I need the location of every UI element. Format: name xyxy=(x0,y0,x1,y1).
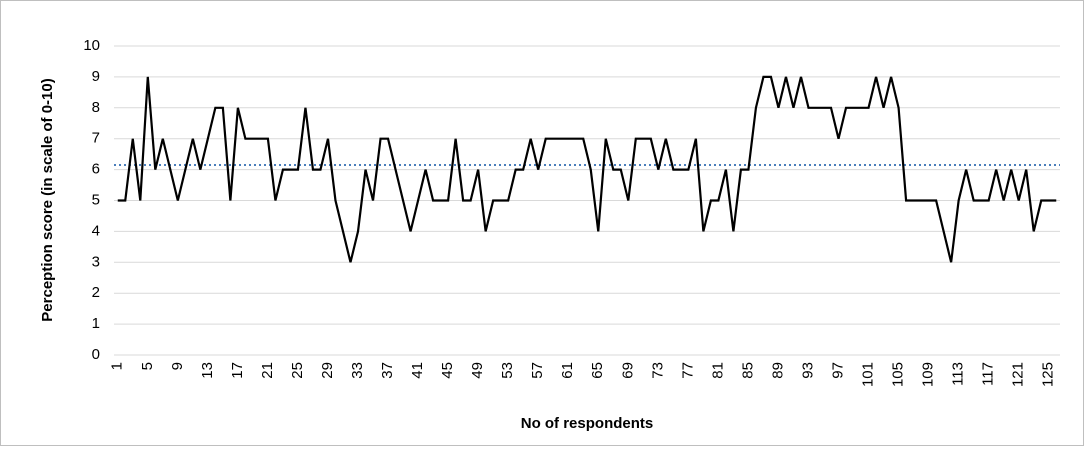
x-tick-label: 29 xyxy=(319,362,336,379)
x-tick-label: 121 xyxy=(1010,362,1027,387)
x-tick-label: 65 xyxy=(589,362,606,379)
y-tick-label: 1 xyxy=(92,315,100,332)
x-tick-label: 69 xyxy=(619,362,636,379)
y-tick-label: 8 xyxy=(92,99,100,116)
x-tick-label: 77 xyxy=(679,362,696,379)
y-tick-label: 7 xyxy=(92,130,100,147)
y-tick-label: 3 xyxy=(92,253,100,270)
x-tick-label: 53 xyxy=(499,362,516,379)
y-tick-label: 6 xyxy=(92,161,100,178)
y-tick-label: 10 xyxy=(83,37,100,54)
x-tick-label: 73 xyxy=(649,362,666,379)
data-line xyxy=(117,75,1057,263)
x-tick-label: 1 xyxy=(109,362,126,370)
x-tick-label: 9 xyxy=(169,362,186,370)
y-tick-label: 4 xyxy=(92,222,100,239)
x-tick-label: 37 xyxy=(379,362,396,379)
x-tick-label: 105 xyxy=(890,362,907,387)
x-axis-title: No of respondents xyxy=(521,415,654,432)
x-tick-label: 57 xyxy=(529,362,546,379)
x-tick-label: 33 xyxy=(349,362,366,379)
x-tick-label: 21 xyxy=(259,362,276,379)
y-tick-label: 9 xyxy=(92,68,100,85)
x-tick-label: 41 xyxy=(409,362,426,379)
y-axis-title: Perception score (in scale of 0-10) xyxy=(39,78,56,321)
x-tick-label: 101 xyxy=(860,362,877,387)
x-tick-label: 25 xyxy=(289,362,306,379)
x-tick-label: 93 xyxy=(799,362,816,379)
x-tick-label: 13 xyxy=(199,362,216,379)
x-tick-label: 81 xyxy=(709,362,726,379)
x-tick-label: 5 xyxy=(139,362,156,370)
x-tick-label: 113 xyxy=(950,362,967,386)
x-tick-label: 61 xyxy=(559,362,576,379)
x-tick-label: 109 xyxy=(920,362,937,387)
x-tick-label: 85 xyxy=(739,362,756,379)
x-tick-label: 125 xyxy=(1040,362,1057,387)
x-tick-label: 97 xyxy=(829,362,846,379)
x-tick-label: 117 xyxy=(980,362,997,386)
x-tick-label: 45 xyxy=(439,362,456,379)
x-tick-label: 49 xyxy=(469,362,486,379)
y-tick-label: 0 xyxy=(92,346,100,363)
x-tick-label: 89 xyxy=(769,362,786,379)
y-tick-label: 5 xyxy=(92,191,100,208)
y-tick-label: 2 xyxy=(92,284,100,301)
x-tick-label: 17 xyxy=(229,362,246,379)
